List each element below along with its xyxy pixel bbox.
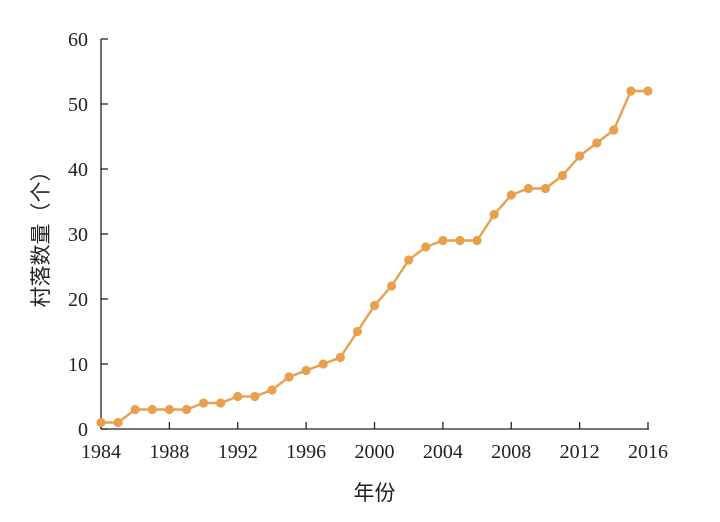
data-point xyxy=(472,235,482,246)
y-tick-label: 10 xyxy=(68,354,88,376)
data-point xyxy=(404,255,414,265)
data-point xyxy=(96,417,106,428)
x-tick-label: 1988 xyxy=(149,441,189,463)
data-point xyxy=(301,365,311,376)
y-tick-label: 20 xyxy=(68,289,88,311)
data-point xyxy=(575,151,585,161)
data-point xyxy=(421,242,431,252)
data-point xyxy=(540,183,551,194)
x-axis-title: 年份 xyxy=(354,481,396,505)
data-point xyxy=(130,404,140,415)
y-tick-label: 60 xyxy=(68,29,88,51)
data-point xyxy=(147,404,157,415)
data-point xyxy=(609,125,619,135)
data-point xyxy=(455,235,465,246)
x-tick-label: 2012 xyxy=(560,441,600,463)
x-tick-label: 2016 xyxy=(628,441,668,463)
data-point xyxy=(267,385,277,395)
series-line xyxy=(101,89,648,424)
y-tick-label: 50 xyxy=(68,94,88,116)
x-tick-label: 2000 xyxy=(355,441,395,463)
x-tick-label: 1984 xyxy=(81,441,121,463)
data-point xyxy=(643,86,653,96)
series-layer xyxy=(96,86,653,428)
y-tick-label: 0 xyxy=(78,419,88,441)
data-point xyxy=(216,398,226,408)
data-point xyxy=(198,398,209,408)
data-point xyxy=(438,235,448,246)
data-point xyxy=(164,404,174,415)
data-point xyxy=(318,359,328,369)
y-tick-label: 30 xyxy=(68,224,88,246)
data-point xyxy=(250,391,260,402)
data-point xyxy=(386,281,397,291)
axes xyxy=(100,39,649,430)
data-point xyxy=(352,326,363,337)
y-axis-title: 村落数量（个） xyxy=(29,161,53,308)
x-tick-label: 1992 xyxy=(218,441,258,463)
data-point xyxy=(626,86,636,96)
data-point xyxy=(489,209,499,220)
data-point xyxy=(523,183,533,194)
data-point xyxy=(369,300,380,311)
data-point xyxy=(592,138,602,148)
x-tick-label: 1996 xyxy=(286,441,326,463)
data-point xyxy=(335,352,345,363)
data-point xyxy=(557,170,568,181)
x-tick-label: 2004 xyxy=(423,441,463,463)
y-tick-label: 40 xyxy=(68,159,88,181)
data-point xyxy=(284,372,294,382)
x-tick-label: 2008 xyxy=(491,441,531,463)
data-point xyxy=(181,404,192,415)
data-point xyxy=(233,391,243,402)
x-ticks: 1984 1988 1992 1996 2000 2004 2008 2012 2016 xyxy=(81,422,668,463)
data-point xyxy=(506,190,516,200)
y-ticks: 0 10 20 30 40 50 60 xyxy=(68,29,108,441)
data-point xyxy=(113,417,123,428)
